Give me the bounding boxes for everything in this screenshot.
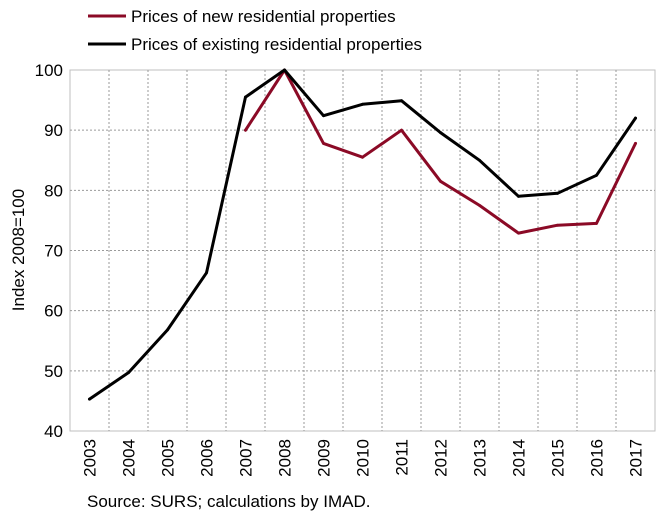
data-point [595,222,598,225]
data-point [361,155,364,159]
data-point [517,194,520,198]
x-tick-label: 2016 [588,439,607,477]
data-point [244,128,247,132]
legend-label-existing-prices: Prices of existing residential propertie… [131,35,422,54]
y-tick-label: 80 [44,181,63,200]
data-point [634,116,637,120]
x-tick-label: 2013 [471,439,490,477]
x-tick-label: 2008 [276,439,295,477]
series-lines [88,68,637,401]
y-axis-title: Index 2008=100 [9,189,28,311]
data-point [88,397,91,401]
y-tick-label: 50 [44,362,63,381]
gridlines [70,70,655,431]
legend-item-new-prices: Prices of new residential properties [88,7,396,26]
x-tick-label: 2006 [198,439,217,477]
data-point [517,231,520,235]
x-tick-label: 2004 [120,439,139,477]
legend: Prices of new residential properties Pri… [88,7,422,54]
data-point [244,95,247,99]
data-point [127,371,130,375]
data-point [400,99,403,103]
legend-label-new-prices: Prices of new residential properties [131,7,396,26]
y-tick-label: 90 [44,121,63,140]
x-tick-label: 2011 [393,439,412,476]
data-point [595,173,598,177]
x-tick-label: 2010 [354,439,373,477]
legend-item-existing-prices: Prices of existing residential propertie… [88,35,422,54]
x-tick-label: 2003 [81,439,100,477]
data-point [166,328,169,332]
y-tick-label: 40 [44,422,63,441]
x-tick-label: 2007 [237,439,256,477]
data-point [205,271,208,275]
data-point [322,142,325,145]
data-point [439,131,442,134]
y-tick-label: 70 [44,242,63,261]
data-point [478,203,481,207]
data-point [400,128,403,132]
x-tick-label: 2009 [315,439,334,477]
y-axis: 40 50 60 70 80 90 100 [35,61,63,441]
data-point [634,142,637,145]
data-point [283,68,286,72]
source-note: Source: SURS; calculations by IMAD. [87,492,370,511]
y-tick-label: 100 [35,61,63,80]
data-point [478,158,481,162]
data-point [556,223,559,227]
series-line-1 [88,68,637,401]
x-axis: 2003 2004 2005 2006 2007 2008 2009 2010 2011 2012… [81,439,646,477]
x-tick-label: 2005 [159,439,178,477]
data-point [361,102,364,106]
x-tick-label: 2017 [627,439,646,477]
data-point [439,179,442,183]
y-tick-label: 60 [44,302,63,321]
x-tick-label: 2015 [549,439,568,477]
x-tick-label: 2014 [510,439,529,477]
data-point [556,191,559,195]
x-tick-label: 2012 [432,439,451,477]
data-point [322,114,325,118]
